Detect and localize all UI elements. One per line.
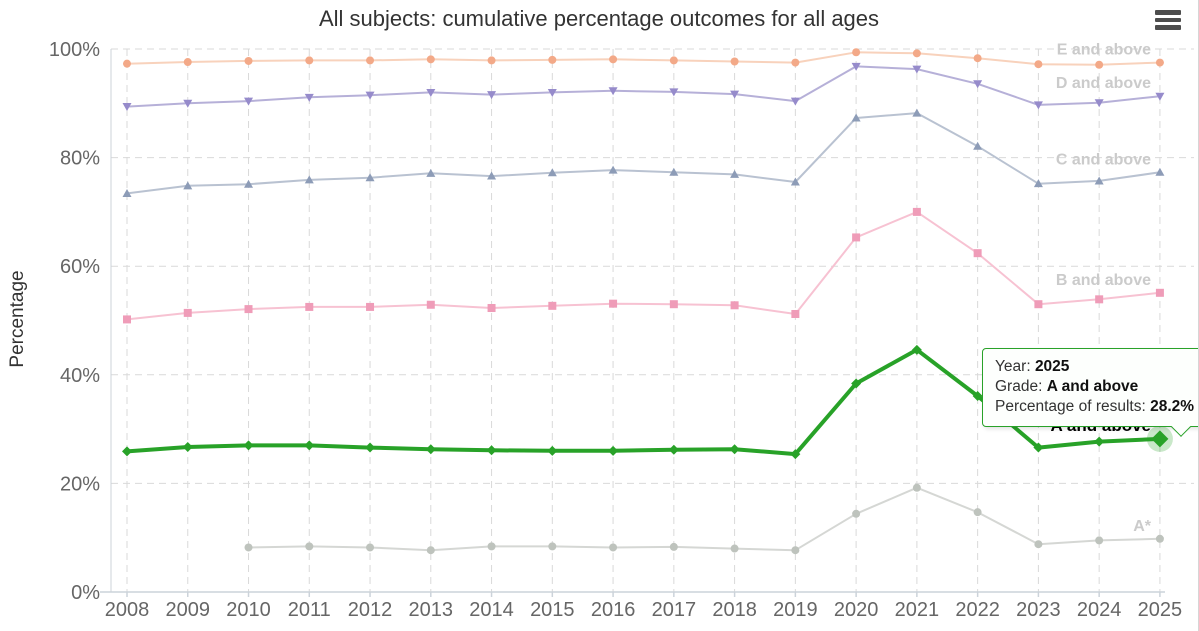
tooltip-row-grade: Grade: A and above	[995, 378, 1139, 395]
chart-context-menu-button[interactable]	[1155, 7, 1185, 33]
y-tick-label: 20%	[60, 473, 100, 495]
series-c-and-above[interactable]: C and above	[122, 108, 1165, 197]
y-tick-label: 80%	[60, 148, 100, 170]
x-tick-label: 2017	[652, 599, 697, 621]
y-tick-label: 40%	[60, 365, 100, 387]
x-tick-label: 2015	[530, 599, 575, 621]
axis-tick-labels: 2008 2009 2010 2011 2012 2013 2014 2015 2016 2017…	[49, 39, 1182, 621]
x-tick-label: 2009	[166, 599, 211, 621]
gridlines	[111, 48, 1194, 592]
x-tick-label: 2019	[773, 599, 818, 621]
series-b-and-above[interactable]: B and above	[123, 207, 1164, 324]
series-e-and-above[interactable]: E and above	[123, 42, 1164, 69]
x-tick-label: 2014	[469, 599, 514, 621]
x-tick-label: 2025	[1138, 599, 1183, 621]
series-label-b-and-above: B and above	[1056, 272, 1151, 289]
tooltip-year-value: 2025	[1034, 358, 1070, 375]
x-tick-label: 2016	[591, 599, 636, 621]
series-label-d-and-above: D and above	[1056, 75, 1151, 92]
x-tick-label: 2010	[226, 599, 271, 621]
tooltip-grade-value: A and above	[1046, 378, 1139, 395]
x-tick-label: 2024	[1077, 599, 1122, 621]
series-label-c-and-above: C and above	[1056, 151, 1151, 168]
hamburger-icon	[1155, 10, 1181, 15]
tooltip-row-percentage: Percentage of results: 28.2%	[995, 398, 1195, 415]
x-tick-label: 2012	[348, 599, 393, 621]
tooltip: Year: 2025 Grade: A and above Percentage…	[982, 348, 1198, 437]
chart-title: All subjects: cumulative percentage outc…	[318, 6, 880, 31]
hovered-point-marker	[1151, 430, 1169, 448]
series-label-e-and-above: E and above	[1057, 42, 1151, 59]
x-tick-label: 2011	[288, 599, 331, 621]
hamburger-icon	[1155, 17, 1181, 23]
series-d-and-above[interactable]: D and above	[122, 62, 1165, 112]
x-tick-label: 2023	[1016, 599, 1061, 621]
x-tick-label: 2021	[895, 599, 940, 621]
x-tick-label: 2022	[955, 599, 1000, 621]
series-a[interactable]: A*	[244, 483, 1164, 555]
y-tick-label: 100%	[49, 39, 100, 61]
hamburger-icon	[1155, 25, 1181, 30]
x-tick-label: 2018	[712, 599, 757, 621]
series-label-a: A*	[1133, 518, 1152, 535]
y-tick-label: 0%	[71, 582, 100, 604]
axes	[100, 49, 1165, 597]
y-tick-label: 60%	[60, 256, 100, 278]
x-tick-label: 2013	[409, 599, 454, 621]
x-tick-label: 2020	[834, 599, 879, 621]
x-tick-label: 2008	[105, 599, 150, 621]
tooltip-percentage-value: 28.2%	[1150, 398, 1195, 415]
tooltip-row-year: Year: 2025	[995, 358, 1070, 375]
